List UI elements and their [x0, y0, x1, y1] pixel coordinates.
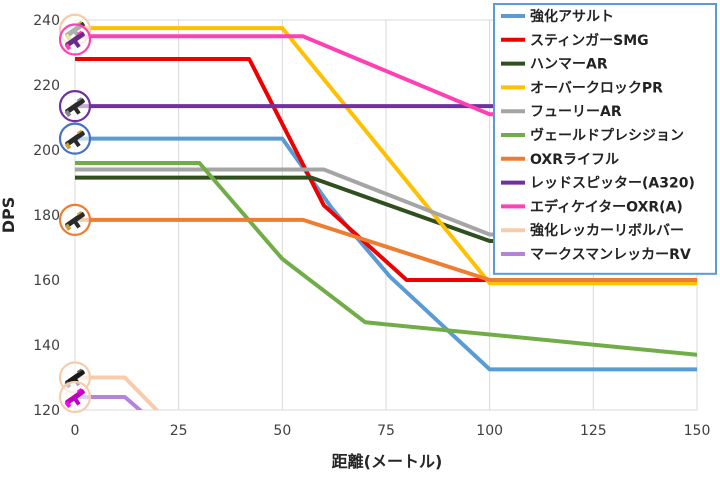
- legend-item-label: 強化アサルト: [530, 8, 614, 25]
- series-line-6: [75, 217, 697, 282]
- y-tick-label: 220: [33, 78, 60, 94]
- legend-item-label: OXRライフル: [530, 152, 619, 168]
- series-line-9: [75, 375, 160, 410]
- weapon-marker-icon: [58, 90, 92, 123]
- x-tick-label: 25: [170, 423, 188, 439]
- x-axis-title: 距離(メートル): [332, 452, 443, 471]
- x-tick-label: 125: [580, 423, 607, 439]
- x-tick-label: 75: [377, 423, 395, 439]
- legend-item-label: マークスマンレッカーRV: [530, 247, 691, 263]
- x-tick-label: 100: [476, 423, 503, 439]
- weapon-marker-icon: [58, 380, 92, 414]
- weapon-marker-icon: [58, 203, 92, 236]
- weapon-marker-icon: [58, 23, 92, 56]
- legend-item-label: スティンガーSMG: [530, 33, 649, 49]
- weapon-icons: [58, 13, 92, 414]
- legend-item-label: レッドスピッター(A320): [530, 176, 695, 192]
- y-axis-title: DPS: [0, 197, 18, 234]
- legend-item-label: オーバークロックPR: [530, 80, 663, 96]
- legend-item-label: ハンマーAR: [530, 57, 608, 73]
- y-tick-label: 200: [33, 143, 60, 159]
- y-tick-label: 160: [33, 273, 60, 289]
- series-line-5: [75, 161, 697, 357]
- axis-ticks: 0 25 50 75 100 125 150 120 140 160 180 200 220 240: [33, 13, 710, 439]
- legend-item-label: フューリーAR: [530, 104, 622, 120]
- series-line-3: [75, 26, 697, 286]
- series-line-10: [75, 395, 143, 410]
- legend-item-label: ヴェールドプレシジョン: [530, 127, 684, 144]
- y-tick-label: 140: [33, 338, 60, 354]
- x-tick-label: 150: [684, 423, 711, 439]
- x-tick-label: 50: [273, 423, 291, 439]
- legend-item-label: 強化レッカーリボルバー: [530, 222, 684, 239]
- legend-item-label: エディケイターOXR(A): [530, 198, 683, 215]
- x-tick-label: 0: [71, 423, 80, 439]
- weapon-marker-icon: [58, 122, 92, 155]
- series-line-0: [75, 136, 697, 372]
- y-tick-label: 180: [33, 208, 60, 224]
- y-tick-label: 240: [33, 13, 60, 29]
- legend-box: [493, 3, 717, 275]
- y-tick-label: 120: [33, 403, 60, 419]
